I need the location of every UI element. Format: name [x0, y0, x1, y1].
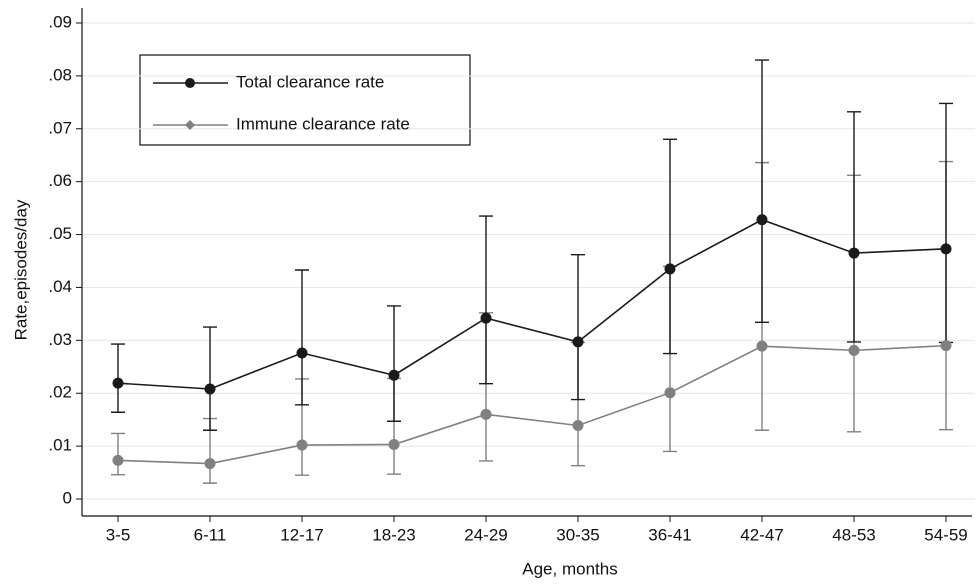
data-point [756, 214, 768, 226]
y-tick-label: .04 [48, 277, 72, 296]
data-point [388, 439, 400, 451]
error-bar [111, 432, 125, 476]
x-tick-label: 30-35 [556, 525, 599, 544]
x-tick-label: 18-23 [372, 525, 415, 544]
y-tick-label: .06 [48, 171, 72, 190]
data-point [848, 344, 860, 356]
error-bar [663, 138, 677, 355]
error-bar [387, 305, 401, 422]
x-tick-label: 36-41 [648, 525, 691, 544]
y-tick-label: .08 [48, 65, 72, 84]
y-tick-label: .07 [48, 118, 72, 137]
data-point [756, 340, 768, 352]
x-tick-label: 12-17 [280, 525, 323, 544]
data-point [112, 454, 124, 466]
data-point [664, 387, 676, 399]
legend-marker [185, 78, 195, 88]
data-point [940, 243, 952, 255]
error-bar [203, 326, 217, 431]
series-line [117, 218, 947, 390]
data-point [572, 336, 584, 348]
data-point [296, 347, 308, 359]
data-point [296, 439, 308, 451]
series-line [117, 344, 947, 465]
x-tick-label: 6-11 [194, 525, 227, 544]
y-tick-label: 0 [63, 488, 72, 507]
data-point [480, 408, 492, 420]
data-point [204, 458, 216, 470]
legend-label: Immune clearance rate [236, 114, 410, 133]
y-tick-label: .01 [48, 436, 72, 455]
x-tick-label: 24-29 [464, 525, 507, 544]
data-point [388, 369, 400, 381]
error-bar [479, 215, 493, 385]
error-bar [295, 269, 309, 406]
data-point [480, 312, 492, 324]
data-point [940, 340, 952, 352]
data-point [204, 383, 216, 395]
x-tick-label: 48-53 [832, 525, 875, 544]
error-bar [847, 111, 861, 343]
x-axis-label: Age, months [522, 559, 617, 578]
data-point [112, 377, 124, 389]
legend-box [139, 54, 471, 146]
y-tick-label: .02 [48, 383, 72, 402]
data-point [572, 419, 584, 431]
data-point [848, 247, 860, 259]
x-tick-label: 54-59 [924, 525, 967, 544]
legend-marker [185, 120, 195, 130]
error-bar [755, 59, 769, 324]
y-tick-label: .03 [48, 330, 72, 349]
legend-label: Total clearance rate [236, 72, 384, 91]
x-tick-label: 42-47 [740, 525, 783, 544]
x-tick-label: 3-5 [106, 525, 131, 544]
data-point [664, 263, 676, 275]
y-axis-label: Rate,episodes/day [11, 199, 30, 340]
y-tick-label: .09 [48, 12, 72, 31]
error-bar [571, 253, 585, 401]
y-tick-label: .05 [48, 224, 72, 243]
